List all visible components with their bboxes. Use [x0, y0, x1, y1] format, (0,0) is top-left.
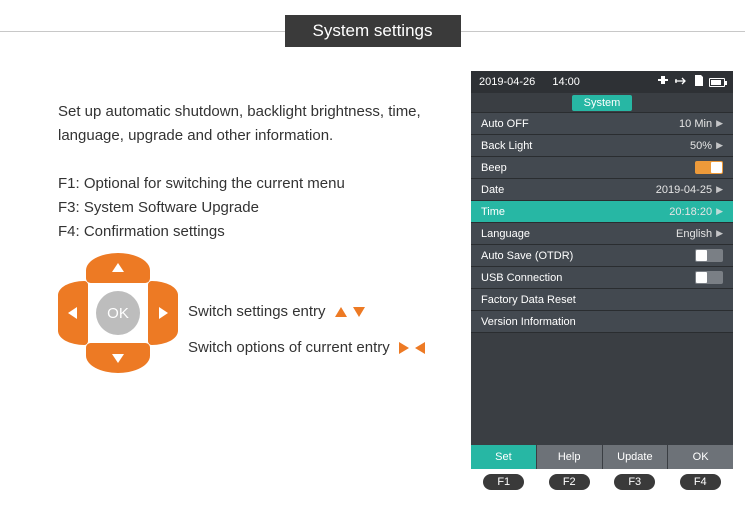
row-version[interactable]: Version Information — [471, 311, 733, 333]
row-back-light[interactable]: Back Light 50% ▶ — [471, 135, 733, 157]
row-label: Time — [481, 206, 505, 218]
battery-icon — [709, 78, 725, 87]
fn-f1: F1: Optional for switching the current m… — [58, 172, 458, 196]
row-label: Back Light — [481, 140, 532, 152]
arrow-right-icon — [159, 307, 168, 319]
tab-system[interactable]: System — [572, 95, 633, 111]
row-auto-save[interactable]: Auto Save (OTDR) — [471, 245, 733, 267]
status-date: 2019-04-26 — [479, 76, 535, 88]
row-value: 20:18:20 — [669, 206, 712, 218]
hardkey-f3[interactable]: F3 — [614, 474, 655, 490]
title-rule-left — [0, 31, 285, 32]
softkey-bar: Set Help Update OK — [471, 445, 733, 469]
arrow-left-icon — [68, 307, 77, 319]
triangle-down-icon — [353, 307, 365, 317]
chevron-right-icon: ▶ — [716, 140, 723, 151]
chevron-right-icon: ▶ — [716, 118, 723, 129]
auto-save-toggle[interactable] — [695, 249, 723, 262]
row-auto-off[interactable]: Auto OFF 10 Min ▶ — [471, 113, 733, 135]
dpad-legend: Switch settings entry Switch options of … — [188, 300, 426, 372]
dpad-ok[interactable]: OK — [96, 291, 140, 335]
row-value: 10 Min — [679, 118, 712, 130]
softkey-ok[interactable]: OK — [667, 445, 733, 469]
chevron-right-icon: ▶ — [716, 206, 723, 217]
row-label: Factory Data Reset — [481, 294, 576, 306]
dpad-horiz-label: Switch options of current entry — [188, 339, 390, 356]
row-label: Auto OFF — [481, 118, 529, 130]
softkey-set[interactable]: Set — [471, 445, 536, 469]
triangle-right-icon — [399, 342, 409, 354]
row-date[interactable]: Date 2019-04-25 ▶ — [471, 179, 733, 201]
arrow-down-icon — [112, 354, 124, 363]
sd-icon — [694, 75, 703, 89]
row-label: Date — [481, 184, 504, 196]
row-factory-reset[interactable]: Factory Data Reset — [471, 289, 733, 311]
row-beep[interactable]: Beep — [471, 157, 733, 179]
softkey-help[interactable]: Help — [536, 445, 602, 469]
settings-list: Auto OFF 10 Min ▶ Back Light 50% ▶ Beep Da… — [471, 113, 733, 445]
chevron-right-icon: ▶ — [716, 228, 723, 239]
row-label: Version Information — [481, 316, 576, 328]
page-title: System settings — [285, 15, 461, 47]
arrow-up-icon — [112, 263, 124, 272]
row-label: Language — [481, 228, 530, 240]
triangle-left-icon — [415, 342, 425, 354]
status-time: 14:00 — [552, 76, 580, 88]
row-value: 2019-04-25 — [656, 184, 712, 196]
row-time[interactable]: Time 20:18:20 ▶ — [471, 201, 733, 223]
dpad: OK — [58, 253, 178, 373]
hardkey-f1[interactable]: F1 — [483, 474, 524, 490]
fn-legend: F1: Optional for switching the current m… — [58, 172, 458, 244]
fn-f4: F4: Confirmation settings — [58, 220, 458, 244]
row-value: 50% — [690, 140, 712, 152]
hardkey-f4[interactable]: F4 — [680, 474, 721, 490]
row-language[interactable]: Language English ▶ — [471, 223, 733, 245]
fn-f3: F3: System Software Upgrade — [58, 196, 458, 220]
triangle-up-icon — [335, 307, 347, 317]
row-label: USB Connection — [481, 272, 562, 284]
usb-icon — [674, 76, 688, 89]
status-bar: 2019-04-26 14:00 — [471, 71, 733, 93]
beep-toggle[interactable] — [695, 161, 723, 174]
dpad-vert-label: Switch settings entry — [188, 303, 326, 320]
row-usb[interactable]: USB Connection — [471, 267, 733, 289]
chevron-right-icon: ▶ — [716, 184, 723, 195]
row-label: Beep — [481, 162, 507, 174]
title-rule-right — [461, 31, 745, 32]
intro-text: Set up automatic shutdown, backlight bri… — [58, 100, 458, 148]
row-label: Auto Save (OTDR) — [481, 250, 573, 262]
softkey-update[interactable]: Update — [602, 445, 668, 469]
power-icon — [658, 76, 668, 89]
page-title-bar: System settings — [0, 30, 745, 32]
usb-toggle[interactable] — [695, 271, 723, 284]
hardkey-row: F1 F2 F3 F4 — [471, 474, 733, 490]
device-screen: 2019-04-26 14:00 System Auto OFF 10 Min ▶… — [471, 71, 733, 469]
tab-row: System — [471, 93, 733, 113]
hardkey-f2[interactable]: F2 — [549, 474, 590, 490]
row-value: English — [676, 228, 712, 240]
